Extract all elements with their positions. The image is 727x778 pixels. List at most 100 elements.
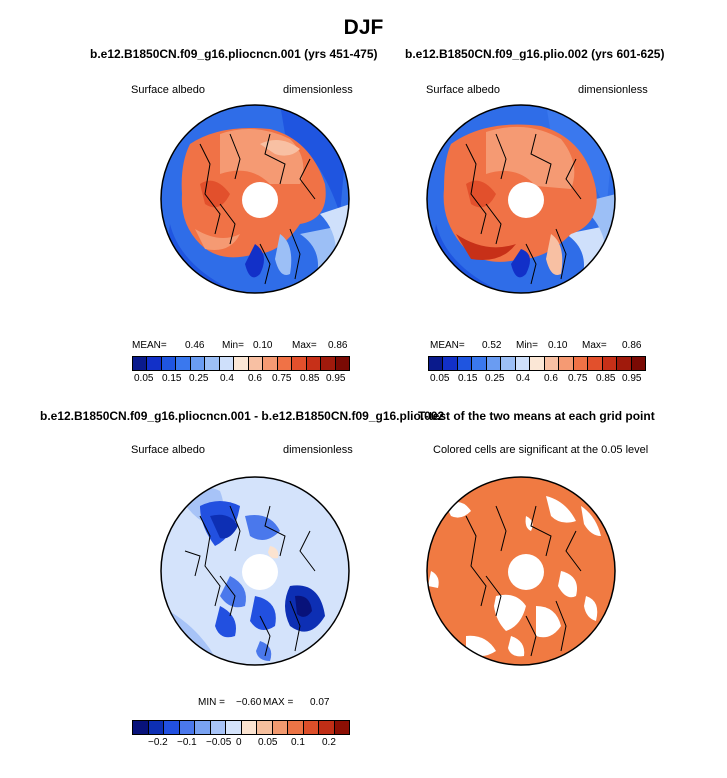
colorbar-swatch bbox=[164, 721, 180, 734]
panel-3-variable-label: Surface albedo bbox=[131, 444, 205, 456]
colorbar-swatch bbox=[334, 721, 349, 734]
colorbar-swatch bbox=[559, 357, 574, 370]
panel-2-tick: 0.4 bbox=[516, 373, 530, 384]
panel-1-min-label: Min= bbox=[222, 340, 244, 351]
colorbar-swatch bbox=[176, 357, 191, 370]
colorbar-swatch bbox=[486, 357, 502, 370]
panel-1-mean-label: MEAN= bbox=[132, 340, 167, 351]
colorbar-swatch bbox=[319, 721, 335, 734]
panel-3-tick: 0.1 bbox=[291, 737, 305, 748]
colorbar-swatch bbox=[617, 357, 632, 370]
colorbar-swatch bbox=[179, 721, 195, 734]
panel-4-title: T-test of the two means at each grid poi… bbox=[418, 409, 655, 423]
panel-2-tick: 0.15 bbox=[458, 373, 478, 384]
panel-2-units-label: dimensionless bbox=[578, 84, 648, 96]
panel-2-colorbar bbox=[428, 356, 646, 371]
colorbar-swatch bbox=[277, 357, 293, 370]
panel-1-tick: 0.15 bbox=[162, 373, 182, 384]
colorbar-swatch bbox=[472, 357, 487, 370]
panel-3-tick: −0.2 bbox=[148, 737, 168, 748]
panel-1-units-label: dimensionless bbox=[283, 84, 353, 96]
colorbar-swatch bbox=[530, 357, 545, 370]
panel-1-tick: 0.85 bbox=[300, 373, 320, 384]
panel-1-tick: 0.6 bbox=[248, 373, 262, 384]
colorbar-swatch bbox=[292, 357, 307, 370]
panel-3-tick: 0.05 bbox=[258, 737, 278, 748]
colorbar-swatch bbox=[226, 721, 242, 734]
panel-1-min-value: 0.10 bbox=[253, 340, 273, 351]
colorbar-swatch bbox=[133, 721, 149, 734]
panel-2-variable-label: Surface albedo bbox=[426, 84, 500, 96]
colorbar-swatch bbox=[429, 357, 444, 370]
panel-1-title: b.e12.B1850CN.f09_g16.pliocncn.001 (yrs … bbox=[90, 47, 378, 61]
panel-3-max-value: 0.07 bbox=[310, 697, 330, 708]
colorbar-swatch bbox=[515, 357, 531, 370]
panel-3-min-label: MIN = bbox=[198, 697, 225, 708]
panel-3-colorbar bbox=[132, 720, 350, 735]
panel-1-mean-value: 0.46 bbox=[185, 340, 205, 351]
colorbar-swatch bbox=[248, 357, 264, 370]
panel-3-tick: 0.2 bbox=[322, 737, 336, 748]
panel-2-mean-value: 0.52 bbox=[482, 340, 502, 351]
colorbar-swatch bbox=[195, 721, 211, 734]
panel-3-min-value: −0.60 bbox=[236, 697, 262, 708]
colorbar-swatch bbox=[306, 357, 322, 370]
panel-4-subtitle: Colored cells are significant at the 0.0… bbox=[433, 444, 649, 456]
colorbar-swatch bbox=[573, 357, 589, 370]
colorbar-swatch bbox=[631, 357, 646, 370]
colorbar-swatch bbox=[210, 721, 226, 734]
figure-title: DJF bbox=[343, 16, 384, 39]
colorbar-swatch bbox=[161, 357, 177, 370]
colorbar-swatch bbox=[257, 721, 273, 734]
colorbar-swatch bbox=[234, 357, 249, 370]
panel-1-tick: 0.25 bbox=[189, 373, 209, 384]
panel-4-significance-map bbox=[426, 476, 616, 666]
panel-3-units-label: dimensionless bbox=[283, 444, 353, 456]
panel-1-tick: 0.05 bbox=[134, 373, 154, 384]
colorbar-swatch bbox=[190, 357, 206, 370]
colorbar-swatch bbox=[303, 721, 319, 734]
colorbar-swatch bbox=[219, 357, 235, 370]
panel-2-mean-label: MEAN= bbox=[430, 340, 465, 351]
colorbar-swatch bbox=[335, 357, 350, 370]
colorbar-swatch bbox=[443, 357, 458, 370]
panel-1-tick: 0.75 bbox=[272, 373, 292, 384]
colorbar-swatch bbox=[588, 357, 603, 370]
colorbar-swatch bbox=[602, 357, 618, 370]
panel-1-variable-label: Surface albedo bbox=[131, 84, 205, 96]
panel-2-min-value: 0.10 bbox=[548, 340, 568, 351]
colorbar-swatch bbox=[148, 721, 164, 734]
panel-2-tick: 0.85 bbox=[596, 373, 616, 384]
panel-3-tick: 0 bbox=[236, 737, 242, 748]
panel-1-tick: 0.4 bbox=[220, 373, 234, 384]
panel-3-polar-map bbox=[160, 476, 350, 666]
panel-3-max-label: MAX = bbox=[263, 697, 294, 708]
panel-2-tick: 0.95 bbox=[622, 373, 642, 384]
panel-2-tick: 0.6 bbox=[544, 373, 558, 384]
panel-2-tick: 0.05 bbox=[430, 373, 450, 384]
panel-3-tick: −0.05 bbox=[206, 737, 232, 748]
colorbar-swatch bbox=[321, 357, 336, 370]
panel-2-title: b.e12.B1850CN.f09_g16.plio.002 (yrs 601-… bbox=[405, 47, 665, 61]
panel-2-max-label: Max= bbox=[582, 340, 607, 351]
panel-1-tick: 0.95 bbox=[326, 373, 346, 384]
colorbar-swatch bbox=[263, 357, 278, 370]
panel-1-max-label: Max= bbox=[292, 340, 317, 351]
panel-1-max-value: 0.86 bbox=[328, 340, 348, 351]
panel-3-tick: −0.1 bbox=[177, 737, 197, 748]
colorbar-swatch bbox=[272, 721, 288, 734]
colorbar-swatch bbox=[241, 721, 257, 734]
colorbar-swatch bbox=[544, 357, 560, 370]
colorbar-swatch bbox=[133, 357, 148, 370]
colorbar-swatch bbox=[457, 357, 473, 370]
colorbar-swatch bbox=[501, 357, 516, 370]
colorbar-swatch bbox=[288, 721, 304, 734]
panel-3-title: b.e12.B1850CN.f09_g16.pliocncn.001 - b.e… bbox=[40, 409, 445, 423]
panel-2-min-label: Min= bbox=[516, 340, 538, 351]
panel-2-tick: 0.75 bbox=[568, 373, 588, 384]
panel-2-max-value: 0.86 bbox=[622, 340, 642, 351]
colorbar-swatch bbox=[205, 357, 220, 370]
panel-2-polar-map bbox=[426, 104, 616, 294]
panel-2-tick: 0.25 bbox=[485, 373, 505, 384]
colorbar-swatch bbox=[147, 357, 162, 370]
